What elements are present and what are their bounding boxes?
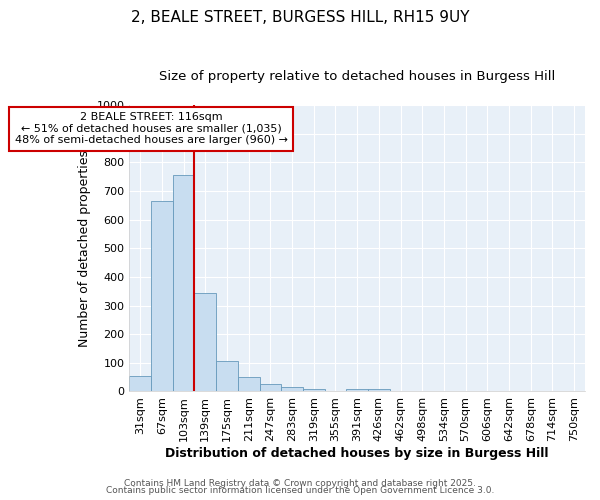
Bar bbox=[260, 384, 281, 392]
Bar bbox=[194, 292, 216, 392]
Bar bbox=[238, 377, 260, 392]
Text: Contains HM Land Registry data © Crown copyright and database right 2025.: Contains HM Land Registry data © Crown c… bbox=[124, 478, 476, 488]
Bar bbox=[346, 389, 368, 392]
Text: Contains public sector information licensed under the Open Government Licence 3.: Contains public sector information licen… bbox=[106, 486, 494, 495]
Bar bbox=[368, 389, 390, 392]
Title: Size of property relative to detached houses in Burgess Hill: Size of property relative to detached ho… bbox=[159, 70, 556, 83]
Text: 2, BEALE STREET, BURGESS HILL, RH15 9UY: 2, BEALE STREET, BURGESS HILL, RH15 9UY bbox=[131, 10, 469, 25]
Y-axis label: Number of detached properties: Number of detached properties bbox=[78, 150, 91, 346]
Text: 2 BEALE STREET: 116sqm
← 51% of detached houses are smaller (1,035)
48% of semi-: 2 BEALE STREET: 116sqm ← 51% of detached… bbox=[14, 112, 287, 146]
Bar bbox=[281, 387, 303, 392]
Bar bbox=[173, 175, 194, 392]
Bar bbox=[303, 388, 325, 392]
Bar bbox=[130, 376, 151, 392]
Bar bbox=[216, 360, 238, 392]
Bar bbox=[151, 201, 173, 392]
X-axis label: Distribution of detached houses by size in Burgess Hill: Distribution of detached houses by size … bbox=[166, 447, 549, 460]
